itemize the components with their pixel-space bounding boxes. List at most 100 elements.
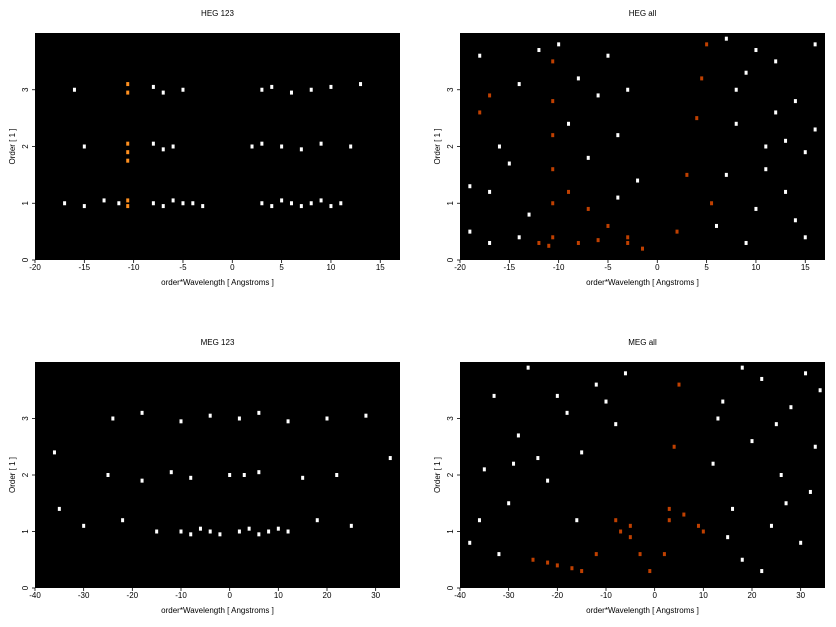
data-point [140,410,144,415]
data-point [606,53,610,58]
data-point [325,416,329,421]
data-point [242,473,246,477]
x-tick-label: 10 [326,263,335,272]
data-point [309,201,313,206]
data-point [784,138,788,143]
data-point [628,535,632,540]
x-tick-label: -10 [175,591,187,600]
data-point [126,150,130,155]
data-point [512,461,516,466]
data-point [171,198,175,203]
data-point [161,204,165,209]
data-point [804,371,808,376]
data-point [507,161,511,166]
data-point [126,204,130,209]
data-point [614,518,618,523]
data-point [280,144,284,149]
data-point [626,235,630,240]
data-point [626,240,630,245]
data-point [228,473,232,477]
data-point [551,99,555,104]
data-point [731,506,735,511]
data-point [628,523,632,528]
data-point [507,501,511,506]
data-point [596,238,600,243]
x-tick-label: -10 [600,591,612,600]
data-point [301,475,305,480]
data-point [289,90,293,95]
x-tick-label: -10 [128,263,140,272]
data-point [551,59,555,64]
data-point [388,456,392,461]
plot-background [35,33,400,260]
y-tick-label: 3 [446,87,455,92]
data-point [789,405,793,410]
data-point [793,218,797,223]
data-point [179,529,183,534]
data-point [551,133,555,138]
data-point [82,523,86,528]
y-tick-label: 0 [21,257,30,262]
data-point [198,526,202,531]
data-point [808,489,812,494]
data-point [705,42,709,47]
data-point [488,93,492,98]
data-point [594,552,598,557]
data-point [527,212,531,217]
data-point [779,473,783,477]
data-point [547,243,551,248]
data-point [813,127,817,132]
x-tick-label: 0 [652,591,657,600]
data-point [570,566,574,571]
data-point [551,235,555,240]
x-tick-label: -40 [454,591,466,600]
x-tick-label: 10 [274,591,283,600]
data-point [315,518,319,523]
data-point [803,150,807,155]
data-point [799,540,803,545]
data-point [516,433,520,438]
data-point [106,473,110,477]
data-point [189,475,193,480]
x-tick-label: 0 [230,263,235,272]
data-point [171,144,175,149]
x-tick-label: -15 [79,263,91,272]
data-point [551,167,555,172]
data-point [276,526,280,531]
data-point [818,388,822,393]
chart-title: MEG 123 [201,338,235,347]
data-point [364,413,368,418]
data-point [784,189,788,194]
data-point [576,240,580,245]
data-point [102,198,106,203]
data-point [551,201,555,206]
data-point [57,506,61,511]
data-point [675,229,679,234]
data-point [155,529,159,534]
data-point [111,416,115,421]
data-point [586,206,590,211]
data-point [299,204,303,209]
data-point [286,419,290,424]
data-point [813,42,817,47]
data-point [478,110,482,115]
data-point [488,189,492,194]
data-point [151,84,155,89]
x-tick-label: 0 [655,263,660,272]
data-point [555,563,559,568]
y-tick-label: 2 [446,144,455,149]
data-point [482,467,486,472]
data-point [126,198,130,203]
data-point [667,506,671,511]
chart-title: HEG 123 [201,9,234,18]
data-point [189,532,193,537]
data-point [567,189,571,194]
data-point [329,84,333,89]
data-point [596,93,600,98]
y-tick-label: 3 [446,416,455,421]
data-point [740,365,744,370]
x-tick-label: 20 [748,591,757,600]
data-point [682,512,686,517]
data-point [359,82,363,87]
